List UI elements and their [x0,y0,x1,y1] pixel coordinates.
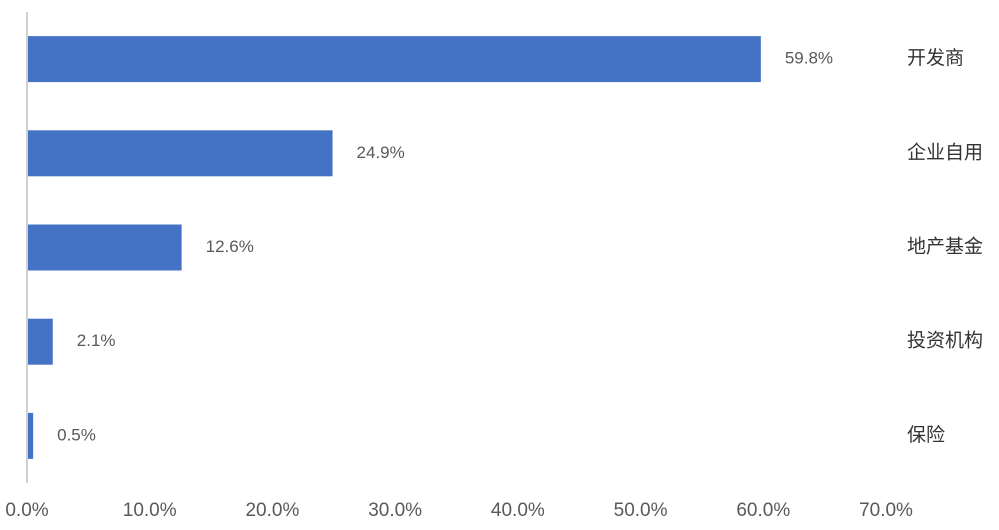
x-tick-label: 20.0% [245,500,299,521]
value-label: 2.1% [77,331,116,350]
category-label: 企业自用 [907,141,983,163]
category-label: 保险 [907,424,945,446]
value-label: 12.6% [206,237,254,256]
bar [27,318,53,365]
x-tick-label: 70.0% [859,500,913,521]
bar [27,130,333,177]
x-tick-label: 50.0% [614,500,668,521]
value-label: 59.8% [785,49,833,68]
value-label: 0.5% [57,425,96,444]
x-tick-label: 10.0% [123,500,177,521]
category-label: 投资机构 [907,330,983,352]
x-tick-label: 60.0% [736,500,790,521]
x-tick-label: 30.0% [368,500,422,521]
value-label: 24.9% [357,143,405,162]
x-tick-label: 40.0% [491,500,545,521]
category-label: 地产基金 [907,236,983,258]
category-label: 开发商 [907,47,964,69]
x-tick-label: 0.0% [5,500,48,521]
bar [27,412,34,459]
bar [27,36,761,83]
bar [27,224,182,271]
